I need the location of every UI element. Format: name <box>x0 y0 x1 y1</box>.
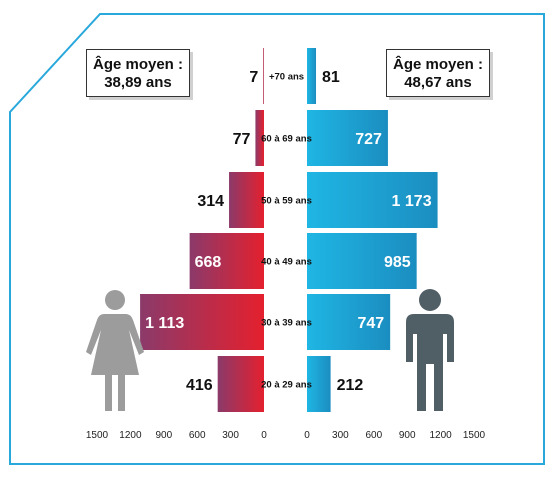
value-label-left-0: 7 <box>249 69 258 86</box>
average-age-value-right: 48,67 ans <box>404 74 472 91</box>
age-group-label-0: +70 ans <box>269 72 304 83</box>
age-group-label-3: 40 à 49 ans <box>261 257 312 268</box>
value-labels: 7 81 77 727 314 1 173 668 985 1 113 747 416 212 <box>145 69 432 394</box>
bar-right-2 <box>307 172 438 228</box>
value-label-right-2: 1 173 <box>392 193 432 210</box>
bar-left-0 <box>263 48 264 104</box>
value-label-right-5: 212 <box>337 377 364 394</box>
tick-right-4: 1200 <box>429 430 452 441</box>
value-label-left-1: 77 <box>233 131 251 148</box>
bar-right-4 <box>307 294 391 350</box>
bar-left-4 <box>140 294 264 350</box>
value-label-left-5: 416 <box>186 377 213 394</box>
average-age-label-right: Âge moyen : <box>392 56 483 73</box>
value-label-right-1: 727 <box>355 131 382 148</box>
tick-right-5: 1500 <box>463 430 486 441</box>
bar-right-3 <box>307 233 417 289</box>
bar-right-0 <box>307 48 317 104</box>
bar-left-2 <box>229 172 264 228</box>
value-label-right-3: 985 <box>384 254 411 271</box>
right-bars <box>307 48 438 412</box>
value-label-right-0: 81 <box>322 69 340 86</box>
tick-left-0: 1500 <box>86 430 109 441</box>
bar-left-3 <box>189 233 264 289</box>
average-age-label-left: Âge moyen : <box>92 56 183 73</box>
tick-right-1: 300 <box>332 430 349 441</box>
bar-left-5 <box>217 356 264 412</box>
woman-silhouette-icon <box>86 290 144 411</box>
left-bars <box>140 48 264 412</box>
age-group-label-5: 20 à 29 ans <box>261 380 312 391</box>
bar-left-1 <box>255 110 264 166</box>
age-group-labels: +70 ans 60 à 69 ans 50 à 59 ans 40 à 49 ans… <box>261 72 312 391</box>
frame-border <box>9 13 545 465</box>
value-label-left-2: 314 <box>197 193 224 210</box>
tick-right-3: 900 <box>399 430 416 441</box>
bar-right-1 <box>307 110 388 166</box>
age-group-label-4: 30 à 39 ans <box>261 318 312 329</box>
tick-left-2: 900 <box>155 430 172 441</box>
man-silhouette-icon <box>406 289 454 411</box>
age-group-label-2: 50 à 59 ans <box>261 196 312 207</box>
average-age-box-right: Âge moyen : 48,67 ans <box>386 49 490 97</box>
tick-right-0: 0 <box>304 430 310 441</box>
value-label-left-3: 668 <box>195 254 222 271</box>
average-age-box-left: Âge moyen : 38,89 ans <box>86 49 190 97</box>
tick-left-3: 600 <box>189 430 206 441</box>
bar-right-5 <box>307 356 331 412</box>
tick-left-4: 300 <box>222 430 239 441</box>
value-label-left-4: 1 113 <box>145 315 184 332</box>
value-label-right-4: 747 <box>357 315 384 332</box>
tick-right-2: 600 <box>365 430 382 441</box>
age-group-label-1: 60 à 69 ans <box>261 134 312 145</box>
average-age-value-left: 38,89 ans <box>104 74 172 91</box>
tick-left-1: 1200 <box>119 430 142 441</box>
tick-left-5: 0 <box>261 430 267 441</box>
x-axis: 1500 1200 900 600 300 0 0 300 600 900 1200 1500 <box>86 430 486 441</box>
